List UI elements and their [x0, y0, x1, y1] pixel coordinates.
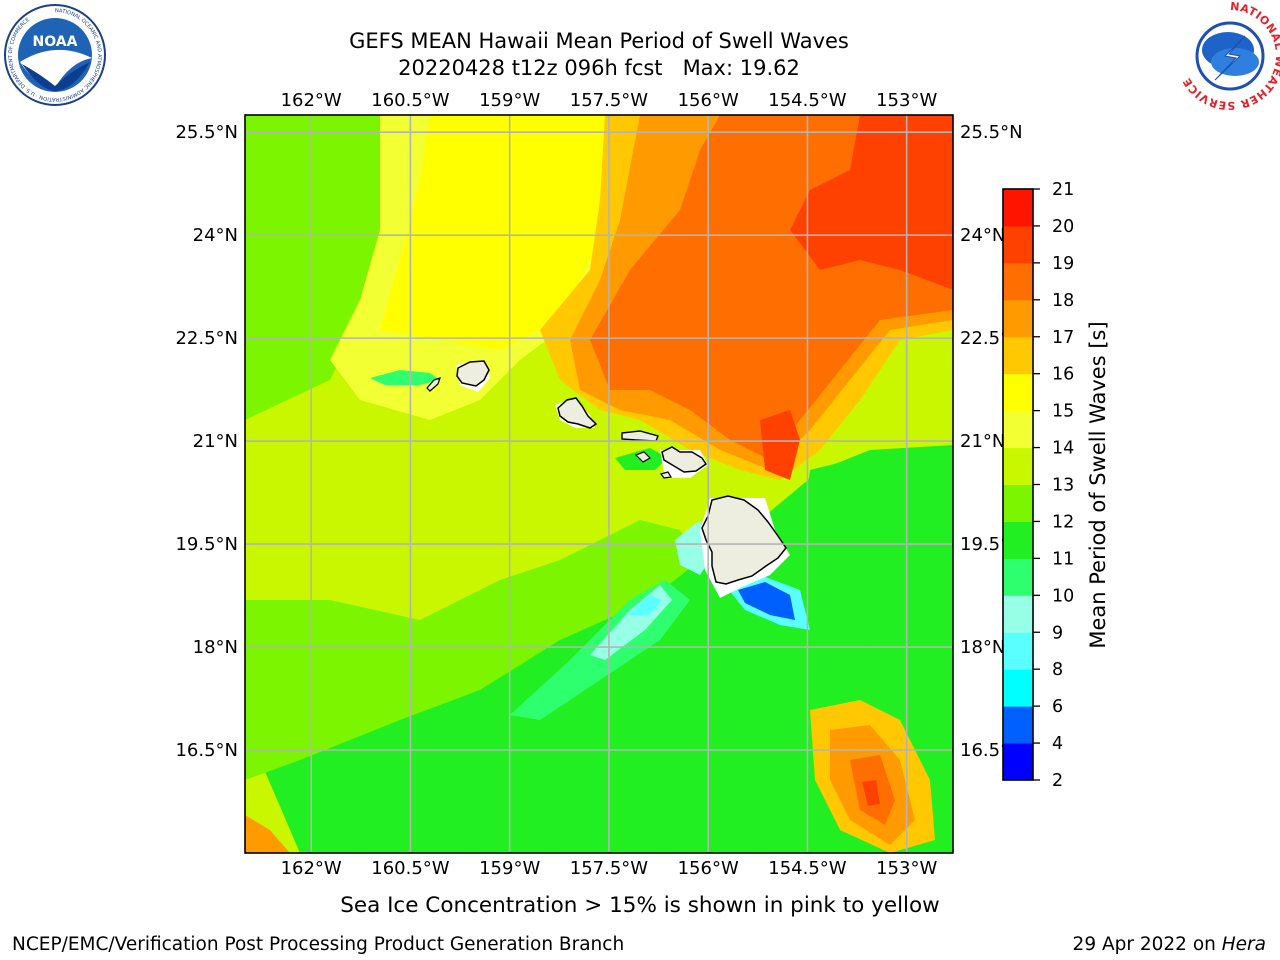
colorbar-swatch — [1003, 447, 1033, 485]
field-19-20-southeast — [862, 780, 880, 806]
noaa-logo-text: NOAA — [33, 34, 78, 50]
colorbar-tick-label: 8 — [1052, 660, 1063, 680]
title-line-2: 20220428 t12z 096h fcst Max: 19.62 — [398, 56, 800, 80]
lon-label-bottom: 156°W — [678, 858, 739, 879]
field-12-13-south — [245, 520, 700, 780]
lon-label-bottom: 157.5°W — [570, 858, 649, 879]
date-stamp: 29 Apr 2022 on Hera — [1073, 934, 1266, 955]
field-8-9-channel — [628, 595, 662, 615]
field-southwest-corner — [245, 815, 290, 853]
lat-label-left: 18°N — [193, 637, 238, 658]
colorbar-tick-label: 11 — [1052, 549, 1074, 569]
title-line-1: GEFS MEAN Hawaii Mean Period of Swell Wa… — [349, 29, 849, 53]
lon-label-bottom: 153°W — [876, 858, 937, 879]
colorbar-swatch — [1003, 743, 1033, 781]
field-19-20 — [790, 115, 953, 290]
colorbar-tick-label: 17 — [1052, 328, 1074, 348]
lon-label-bottom: 160.5°W — [371, 858, 450, 879]
colorbar-tick-label: 16 — [1052, 365, 1074, 385]
island-maui — [661, 446, 708, 473]
colorbar: 2 4 6 8 9 10 11 12 13 14 15 16 17 18 19 20 21 — [1002, 180, 1074, 791]
colorbar-tick-label: 4 — [1052, 734, 1063, 754]
credit-text: NCEP/EMC/Verification Post Processing Pr… — [12, 934, 624, 955]
colorbar-swatch — [1003, 262, 1033, 301]
colorbar-swatch — [1003, 299, 1033, 338]
lat-label-left: 22.5°N — [175, 328, 238, 349]
lat-label-left: 25.5°N — [175, 122, 238, 143]
field-19-20-pocket — [760, 410, 800, 480]
lon-label-top: 153°W — [876, 90, 937, 111]
colorbar-tick-label: 19 — [1052, 254, 1074, 274]
lat-label-left: 24°N — [193, 225, 238, 246]
colorbar-swatch — [1003, 521, 1033, 559]
lon-label-top: 156°W — [678, 90, 739, 111]
colorbar-swatch — [1003, 225, 1033, 264]
colorbar-tick-label: 6 — [1052, 697, 1063, 717]
colorbar-label: Mean Period of Swell Waves [s] — [1086, 321, 1110, 648]
colorbar-tick-label: 9 — [1052, 623, 1063, 643]
colorbar-swatch — [1003, 410, 1033, 449]
lat-label-right: 25.5°N — [960, 122, 1023, 143]
map-frame — [244, 114, 954, 854]
colorbar-swatch — [1003, 484, 1033, 522]
island-kahoolawe — [659, 471, 672, 479]
island-hawaii — [701, 495, 787, 585]
colorbar-swatch — [1003, 632, 1033, 670]
nws-logo: NATIONAL WEATHER SERVICE — [1180, 0, 1280, 112]
field-lee-4-6 — [738, 582, 795, 620]
lat-label-right: 24°N — [960, 225, 1005, 246]
lon-label-top: 157.5°W — [570, 90, 649, 111]
sea-ice-note: Sea Ice Concentration > 15% is shown in … — [340, 893, 940, 918]
swell-period-map — [245, 115, 953, 853]
lon-label-top: 159°W — [479, 90, 540, 111]
field-15-16 — [380, 115, 610, 350]
colorbar-tick-label: 14 — [1052, 439, 1074, 459]
lat-label-left: 19.5°N — [175, 534, 238, 555]
colorbar-tick-label: 10 — [1052, 586, 1074, 606]
lon-label-bottom: 154.5°W — [768, 858, 847, 879]
colorbar-tick-label: 21 — [1052, 180, 1074, 200]
colorbar-swatch — [1003, 595, 1033, 633]
island-lanai — [634, 451, 651, 463]
machine-name: Hera — [1222, 934, 1266, 955]
colorbar-swatch — [1003, 336, 1033, 375]
colorbar-swatch — [1003, 669, 1033, 707]
island-niihau — [426, 377, 441, 392]
colorbar-tick-label: 15 — [1052, 402, 1074, 422]
lon-label-bottom: 162°W — [281, 858, 342, 879]
lon-label-top: 162°W — [281, 90, 342, 111]
lat-label-right: 18°N — [960, 637, 1005, 658]
colorbar-swatch — [1003, 189, 1033, 227]
colorbar-tick-label: 2 — [1052, 771, 1063, 791]
date-text: 29 Apr 2022 on — [1073, 934, 1222, 955]
lat-label-right: 21°N — [960, 431, 1005, 452]
map-gridlines — [245, 115, 953, 853]
field-11-12-east-pocket — [800, 455, 953, 650]
colorbar-swatch — [1003, 706, 1033, 744]
noaa-logo: NOAA NATIONAL OCEANIC AND ATMOSPHERIC AD… — [4, 4, 106, 106]
colorbar-tick-label: 18 — [1052, 291, 1074, 311]
island-kauai — [456, 360, 490, 387]
lat-label-left: 16.5°N — [175, 740, 238, 761]
lon-label-top: 154.5°W — [768, 90, 847, 111]
colorbar-swatch — [1003, 558, 1033, 596]
colorbar-tick-label: 13 — [1052, 476, 1074, 496]
colorbar-tick-label: 20 — [1052, 217, 1074, 237]
colorbar-swatch — [1003, 373, 1033, 412]
island-oahu — [557, 397, 598, 429]
field-green-kauai-strip — [370, 370, 440, 385]
colorbar-tick-label: 12 — [1052, 512, 1074, 532]
lat-label-left: 21°N — [193, 431, 238, 452]
lon-label-bottom: 159°W — [479, 858, 540, 879]
lon-label-top: 160.5°W — [371, 90, 450, 111]
